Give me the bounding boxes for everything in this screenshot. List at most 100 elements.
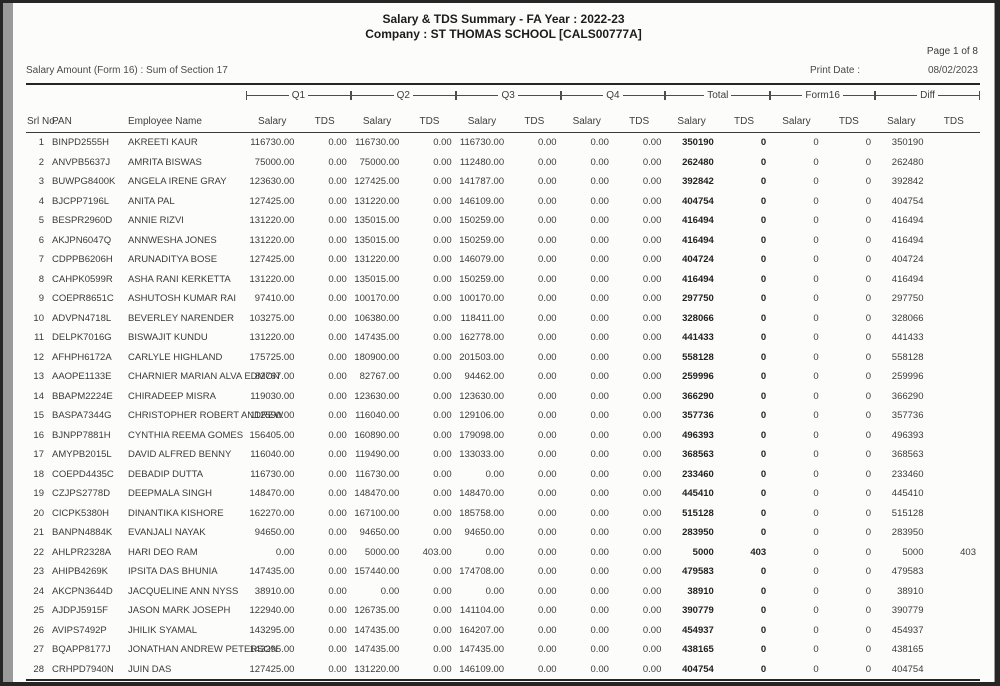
table-cell: 157440.00 [354,566,400,577]
table-cell: BUWPG8400K [52,176,116,187]
table-cell: 403 [960,546,976,558]
table-cell: 0.00 [590,332,609,343]
table-cell: 135015.00 [354,273,400,285]
table-cell: 0 [760,488,767,499]
table-cell: 445410 [682,488,714,499]
table-cell: 0.00 [328,332,347,343]
table-cell: 148470.00 [459,488,505,499]
table-cell: 0.00 [538,390,557,402]
column-group-total: Total [665,86,771,104]
table-cell: 0 [760,137,767,148]
table-cell: 0.00 [433,488,452,499]
table-cell: 0.00 [328,371,347,382]
table-cell: 0.00 [590,468,609,480]
table-cell: 0.00 [328,663,347,675]
table-cell: ASHUTOSH KUMAR RAI [128,293,237,304]
table-cell: 4 [38,195,44,207]
table-row: 3 BUWPG8400K ANGELA IRENE GRAY 123630.00 0.0… [26,172,980,192]
table-cell: 0 [865,527,872,538]
table-cell: 164207.00 [459,624,505,636]
table-cell: 479583 [891,566,924,577]
table-cell: ANNIE RIZVI [128,215,184,226]
table-row: 9 COEPR8651C ASHUTOSH KUMAR RAI 97410.00 0.0… [26,289,980,309]
table-cell: 0 [813,527,819,538]
table-cell: 0.00 [433,527,452,538]
table-cell: 94650.00 [464,527,505,538]
table-cell: 0.00 [642,468,662,480]
table-cell: 116040.00 [250,449,295,460]
table-cell: 392842 [682,176,714,187]
table-cell: 131220.00 [249,273,295,285]
table-cell: 0 [760,254,767,265]
table-cell: 0.00 [433,312,452,324]
table-cell: 0.00 [485,585,505,597]
table-cell: 0 [865,371,872,382]
table-cell: 0.00 [433,156,452,168]
table-cell: 0 [813,449,819,460]
table-cell: 0 [813,429,819,441]
table-cell: 0.00 [590,390,609,402]
table-cell: 201503.00 [459,351,505,363]
table-cell: 416494 [682,215,714,226]
table-cell: 0 [865,605,872,616]
table-cell: 0.00 [590,176,609,187]
table-cell: 127425.00 [249,254,295,265]
table-cell: 0.00 [590,546,609,558]
table-cell: AMRITA BISWAS [128,156,202,168]
column-header-total-tds: TDS [717,104,771,133]
table-cell: 0 [865,410,872,421]
table-cell: 135015.00 [354,234,400,246]
table-cell: ADVPN4718L [52,312,112,324]
report-title-block: Salary & TDS Summary - FA Year : 2022-23… [13,12,994,42]
table-cell: CHIRADEEP MISRA [128,390,216,402]
table-cell: 0.00 [538,156,557,168]
table-cell: 0.00 [433,234,452,246]
table-cell: 0 [813,644,819,655]
table-cell: 122940.00 [249,605,295,616]
table-cell: 0 [865,644,872,655]
table-cell: 1 [38,137,44,148]
table-cell: CRHPD7940N [52,663,114,675]
table-cell: 112480.00 [459,156,505,168]
table-row: 13 AAOPE1133E CHARNIER MARIAN ALVA EDMON 82… [26,367,980,387]
table-cell: 82767.00 [359,371,400,382]
table-body: 1 BINPD2555H AKREETI KAUR 116730.00 0.00 1167… [26,133,980,680]
table-row: 11 DELPK7016G BISWAJIT KUNDU 131220.00 0.00 1… [26,328,980,348]
table-cell: 0 [813,371,819,382]
table-cell: 22 [33,546,44,558]
table-cell: 116730.00 [250,468,295,480]
table-cell: 454937 [682,624,714,636]
company-name: Company : ST THOMAS SCHOOL [CALS00777A] [365,27,642,41]
table-cell: 0 [813,390,819,402]
table-cell: 23 [33,566,44,577]
table-cell: JACQUELINE ANN NYSS [128,585,239,597]
column-header-q3-salary: Salary [455,104,509,133]
table-cell: 112590.00 [250,410,295,421]
table-cell: 0.00 [328,273,347,285]
table-cell: 328066 [891,312,924,324]
column-header-q1-tds: TDS [298,104,351,133]
salary-tds-table: Q1 Q2 Q3 Q4 Total Form16 Diff Srl No. PAN Empl… [26,86,981,681]
table-cell: 0.00 [538,371,557,382]
column-header-q1-salary: Salary [246,104,299,133]
table-cell: COEPD4435C [52,468,114,480]
table-cell: 116730.00 [250,137,295,148]
table-cell: 0.00 [538,137,557,148]
table-cell: 558128 [682,351,714,363]
table-cell: DELPK7016G [52,332,112,343]
table-cell: CYNTHIA REEMA GOMES [128,429,244,441]
table-cell: BASPA7344G [52,410,112,421]
table-cell: 0 [760,371,767,382]
table-cell: 0.00 [590,293,609,304]
table-cell: 116730.00 [355,468,400,480]
table-cell: 0.00 [538,449,557,460]
column-header-diff-salary: Salary [875,104,928,133]
table-cell: 0 [865,312,872,324]
table-cell: 0 [865,507,872,519]
table-cell: 174708.00 [459,566,505,577]
table-cell: 5000.00 [364,546,400,558]
table-cell: 0.00 [642,546,662,558]
report-title: Salary & TDS Summary - FA Year : 2022-23 [382,12,625,26]
table-cell: 0.00 [328,195,347,207]
